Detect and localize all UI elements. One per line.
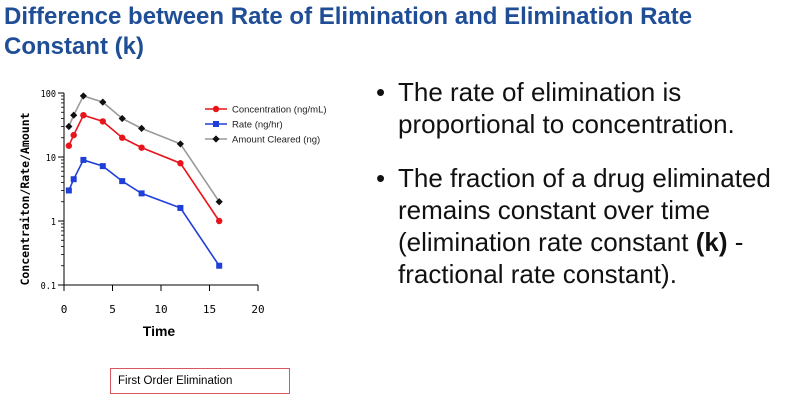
chart-svg: 0.1 1 10 100 0 5 10 15 20 Time Concentraiton/Rate/… bbox=[18, 88, 327, 339]
data-point bbox=[176, 140, 184, 148]
x-tick-label: 5 bbox=[109, 303, 116, 316]
data-point bbox=[79, 92, 87, 100]
data-point bbox=[216, 262, 223, 269]
data-point bbox=[65, 142, 73, 149]
data-point bbox=[119, 178, 126, 185]
elimination-chart: 0.1 1 10 100 0 5 10 15 20 Time Concentraiton/Rate/… bbox=[0, 78, 360, 353]
data-point bbox=[99, 163, 106, 170]
slide-title: Difference between Rate of Elimination a… bbox=[4, 3, 693, 60]
series-1 bbox=[65, 156, 223, 269]
data-point bbox=[70, 131, 77, 139]
data-point bbox=[99, 98, 107, 106]
x-axis-label: Time bbox=[143, 323, 176, 339]
data-point bbox=[138, 190, 145, 197]
data-point bbox=[80, 111, 87, 119]
data-point bbox=[177, 204, 184, 211]
data-point bbox=[70, 111, 78, 119]
legend-swatch-marker bbox=[212, 135, 220, 143]
legend-item: Amount Cleared (ng) bbox=[205, 135, 320, 146]
bullet-text: The rate of elimination is proportional … bbox=[398, 77, 735, 139]
chart-caption: First Order Elimination bbox=[110, 368, 290, 394]
series-line bbox=[68, 94, 220, 203]
y-tick-label: 1 bbox=[51, 216, 56, 228]
series-0 bbox=[65, 111, 223, 225]
data-point bbox=[99, 118, 107, 125]
series-line bbox=[68, 158, 220, 267]
series-2 bbox=[65, 92, 223, 206]
data-point bbox=[65, 122, 73, 131]
y-tick-label: 100 bbox=[41, 88, 56, 100]
bullet-dot-icon: • bbox=[376, 77, 386, 107]
data-point bbox=[80, 156, 87, 163]
legend-swatch-marker bbox=[212, 105, 220, 113]
bullet-dot-icon: • bbox=[376, 163, 386, 193]
y-tick-label: 0.1 bbox=[41, 280, 56, 292]
legend-label: Amount Cleared (ng) bbox=[232, 135, 320, 146]
bullet-text: - fractional rate constant). bbox=[398, 227, 744, 289]
legend-swatch-marker bbox=[213, 121, 219, 127]
bullet-list: • The rate of elimination is proportional… bbox=[372, 76, 787, 312]
series-line bbox=[68, 114, 220, 222]
data-point bbox=[118, 114, 126, 123]
data-point bbox=[138, 144, 145, 151]
y-tick-label: 10 bbox=[46, 152, 56, 164]
data-point bbox=[119, 134, 126, 141]
x-tick-label: 15 bbox=[203, 303, 216, 316]
data-point bbox=[65, 187, 72, 194]
x-tick-label: 20 bbox=[251, 303, 264, 316]
legend-item: Rate (ng/hr) bbox=[205, 120, 283, 131]
data-point bbox=[138, 124, 146, 132]
data-point bbox=[215, 198, 223, 206]
bullet-item: • The fraction of a drug eliminated remai… bbox=[372, 162, 787, 290]
legend-item: Concentration (ng/mL) bbox=[205, 105, 327, 116]
bullet-item: • The rate of elimination is proportional… bbox=[372, 76, 787, 140]
bullet-text-bold: (k) bbox=[695, 227, 728, 257]
x-tick-label: 10 bbox=[154, 303, 167, 316]
data-point bbox=[70, 176, 77, 183]
legend-label: Concentration (ng/mL) bbox=[232, 105, 327, 116]
bullet-text: The fraction of a drug eliminated remain… bbox=[398, 163, 771, 257]
x-tick-label: 0 bbox=[61, 303, 68, 316]
data-point bbox=[177, 160, 184, 167]
data-point bbox=[216, 217, 223, 225]
legend-label: Rate (ng/hr) bbox=[232, 120, 283, 131]
y-axis-label: Concentraiton/Rate/Amount bbox=[18, 112, 32, 285]
